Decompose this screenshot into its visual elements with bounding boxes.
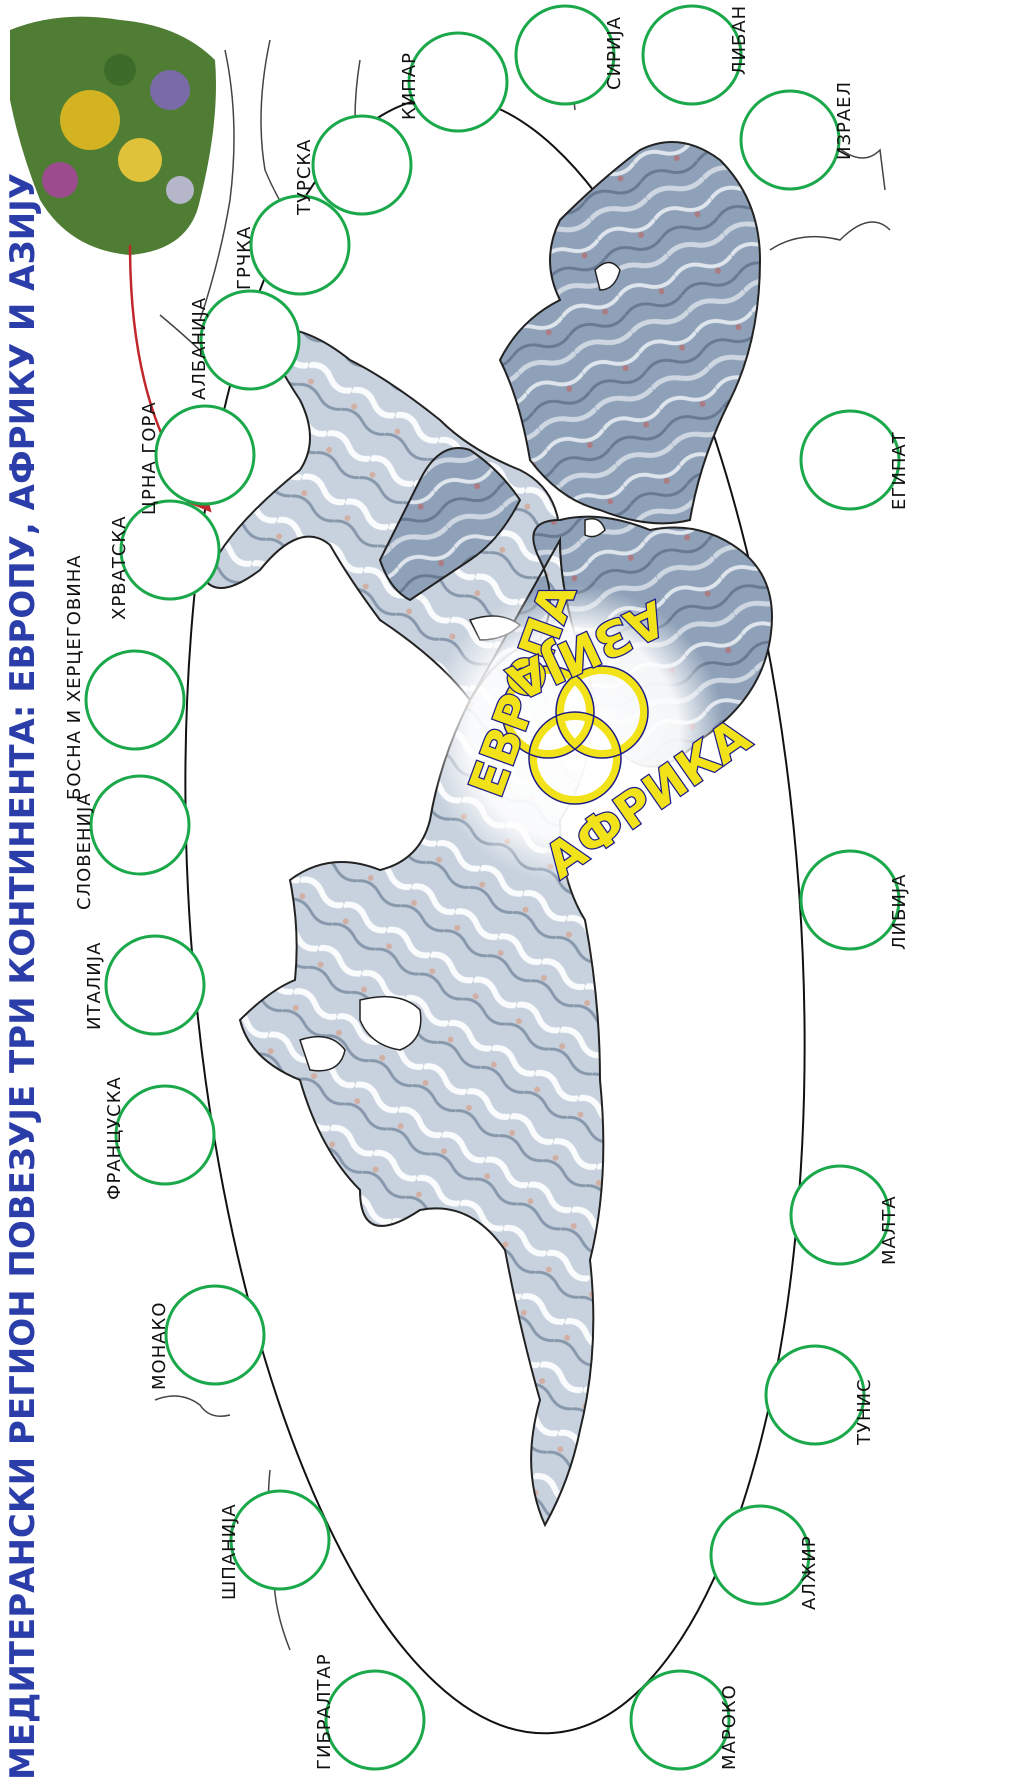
country-label-greece: ГРЧКА [234, 226, 255, 290]
country-label-cyprus: КИПАР [399, 52, 420, 120]
country-label-morocco: МАРОКО [719, 1684, 740, 1770]
answer-circle-slovenia[interactable] [89, 774, 191, 876]
country-label-france: ФРАНЦУСКА [104, 1076, 125, 1200]
country-label-algeria: АЛЖИР [799, 1535, 820, 1610]
answer-circle-algeria[interactable] [709, 1504, 811, 1606]
country-label-croatia: ХРВАТСКА [109, 515, 130, 620]
answer-circle-israel[interactable] [739, 89, 841, 191]
answer-circle-tunisia[interactable] [764, 1344, 866, 1446]
country-label-israel: ИЗРАЕЛ [834, 81, 855, 160]
garden-photo [10, 16, 216, 255]
answer-circle-lebanon[interactable] [641, 4, 743, 106]
answer-circle-morocco[interactable] [629, 1669, 731, 1771]
country-label-slovenia: СЛОВЕНИЈА [74, 792, 95, 910]
answer-circle-bosnia[interactable] [84, 649, 186, 751]
country-label-turkey: ТУРСКА [294, 139, 315, 216]
country-label-libya: ЛИБИЈА [889, 874, 910, 950]
country-label-monaco: МОНАКО [149, 1302, 170, 1391]
answer-circle-gibraltar[interactable] [324, 1669, 426, 1771]
answer-circle-egypt[interactable] [799, 409, 901, 511]
answer-circle-syria[interactable] [514, 4, 616, 106]
answer-circle-montenegro[interactable] [154, 404, 256, 506]
country-label-lebanon: ЛИБАН [729, 5, 750, 75]
country-label-syria: СИРИЈА [604, 16, 625, 90]
answer-circle-turkey[interactable] [311, 114, 413, 216]
country-label-montenegro: ЦРНА ГОРА [139, 401, 160, 515]
answer-circle-cyprus[interactable] [407, 31, 509, 133]
continents-emblem: ЕВРОПА АФРИКА АЗИЈА [425, 574, 762, 891]
country-label-gibraltar: ГИБРАЛТАР [314, 1653, 335, 1770]
country-label-egypt: ЕГИПАТ [889, 431, 910, 510]
country-label-malta: МАЛТА [879, 1195, 900, 1265]
answer-circle-libya[interactable] [799, 849, 901, 951]
answer-circle-albania[interactable] [199, 289, 301, 391]
answer-circle-spain[interactable] [229, 1489, 331, 1591]
country-label-albania: АЛБАНИЈА [189, 297, 210, 400]
answer-circle-greece[interactable] [249, 194, 351, 296]
country-label-spain: ШПАНИЈА [219, 1503, 240, 1600]
page-title: МЕДИТЕРАНСКИ РЕГИОН ПОВЕЗУЈЕ ТРИ КОНТИНЕ… [3, 173, 43, 1780]
answer-circle-monaco[interactable] [164, 1284, 266, 1386]
country-label-bosnia: БОСНА И ХЕРЦЕГОВИНА [64, 554, 85, 800]
answer-circle-france[interactable] [114, 1084, 216, 1186]
country-label-tunisia: ТУНИС [854, 1378, 875, 1446]
answer-circle-croatia[interactable] [119, 499, 221, 601]
answer-circle-italy[interactable] [104, 934, 206, 1036]
answer-circle-malta[interactable] [789, 1164, 891, 1266]
country-label-italy: ИТАЛИЈА [84, 942, 105, 1030]
